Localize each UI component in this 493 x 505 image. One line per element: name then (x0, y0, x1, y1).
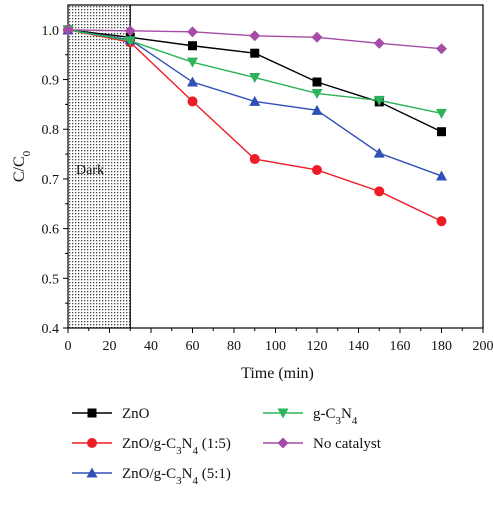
legend-label: ZnO/g-C3N4 (5:1) (122, 466, 231, 487)
marker-square (250, 49, 259, 58)
marker-diamond (278, 438, 289, 449)
y-tick-label: 0.8 (42, 123, 60, 138)
x-axis-title: Time (min) (241, 365, 314, 382)
x-tick-label: 140 (348, 339, 369, 354)
marker-triangle-down (436, 109, 447, 119)
marker-diamond (374, 38, 385, 49)
x-tick-label: 80 (227, 339, 241, 354)
dark-label: Dark (76, 163, 104, 178)
marker-square (188, 41, 197, 50)
marker-circle (312, 165, 322, 175)
x-tick-label: 200 (473, 339, 493, 354)
x-tick-label: 120 (307, 339, 328, 354)
marker-square (437, 127, 446, 136)
marker-circle (250, 154, 260, 164)
legend: ZnO ZnO/g-C3N4 (1:5) ZnO/g-C3N4 (5:1) g-C3N… (72, 406, 382, 487)
marker-circle (374, 186, 384, 196)
y-tick-label: 0.9 (42, 74, 60, 89)
y-tick-label: 0.4 (42, 322, 60, 337)
x-tick-label: 100 (265, 339, 286, 354)
marker-diamond (249, 30, 260, 41)
y-axis-title: C/C0 (11, 150, 33, 182)
x-tick-label: 160 (390, 339, 411, 354)
marker-triangle-up (436, 170, 447, 180)
marker-diamond (312, 32, 323, 43)
legend-label: g-C3N4 (313, 406, 358, 427)
x-tick-label: 60 (186, 339, 200, 354)
y-tick-label: 1.0 (42, 24, 60, 39)
marker-circle (87, 438, 97, 448)
marker-square (313, 78, 322, 87)
y-tick-label: 0.7 (42, 173, 60, 188)
x-tick-label: 40 (144, 339, 158, 354)
plot-area: Dark 0 20 40 60 80 100 120 140 160 180 200 0.4 0.5 0.6… (11, 5, 493, 382)
legend-label: ZnO/g-C3N4 (1:5) (122, 436, 231, 457)
marker-square (88, 409, 97, 418)
marker-triangle-up (187, 77, 198, 87)
x-tick-label: 180 (431, 339, 452, 354)
marker-circle (188, 96, 198, 106)
legend-label: No catalyst (313, 436, 382, 452)
marker-circle (437, 216, 447, 226)
marker-diamond (187, 26, 198, 37)
y-tick-label: 0.5 (42, 272, 60, 287)
y-tick-label: 0.6 (42, 223, 60, 238)
marker-triangle-up (374, 148, 385, 158)
legend-label: ZnO (122, 406, 150, 422)
x-tick-label: 0 (65, 339, 72, 354)
marker-diamond (436, 43, 447, 54)
x-tick-label: 20 (103, 339, 117, 354)
